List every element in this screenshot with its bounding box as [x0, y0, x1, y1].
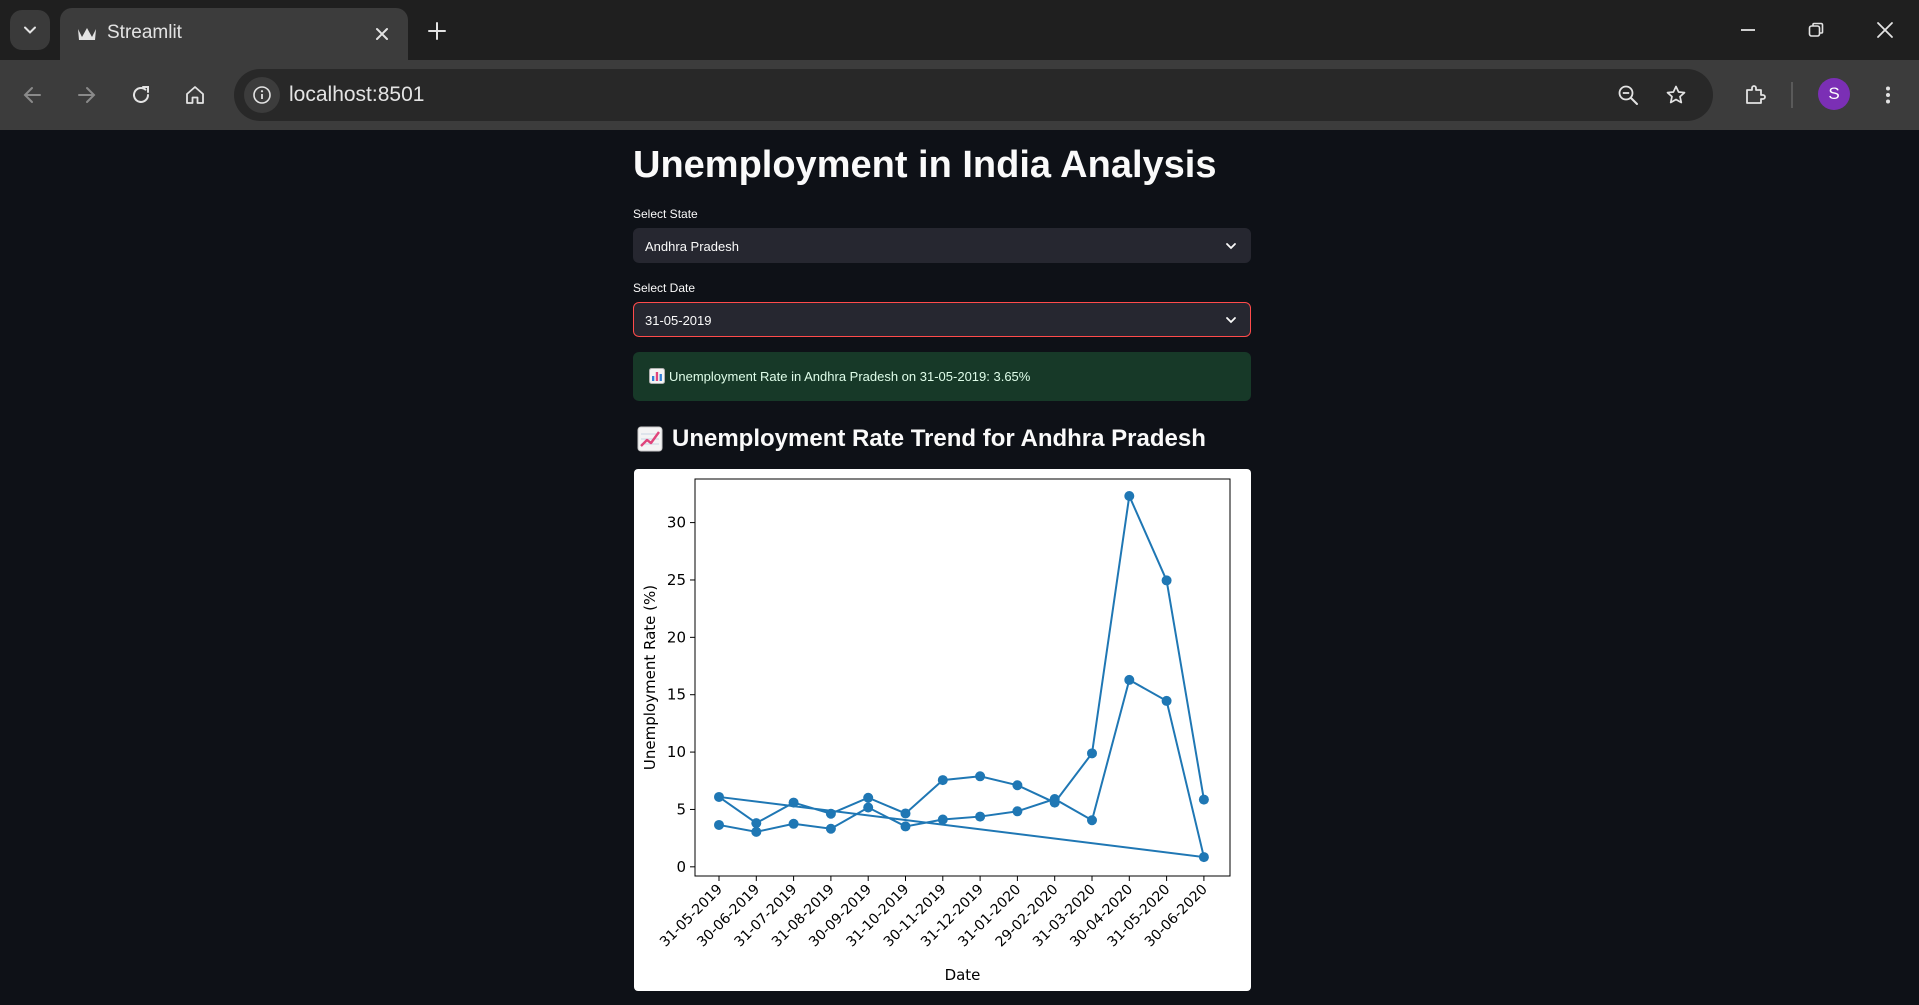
puzzle-icon — [1746, 85, 1766, 104]
restore-icon — [1808, 22, 1824, 37]
zoom-button[interactable] — [1611, 78, 1645, 112]
date-select[interactable]: 31-05-2019 — [633, 302, 1251, 337]
data-point — [1124, 490, 1135, 501]
y-tick-label: 10 — [667, 743, 686, 761]
data-point — [788, 818, 799, 829]
data-point — [1124, 674, 1135, 685]
date-select-label: Select Date — [633, 281, 696, 295]
browser-tab-bar: Streamlit — [0, 0, 1919, 60]
data-point — [1161, 575, 1172, 586]
close-tab-icon[interactable] — [370, 22, 394, 46]
tab-title: Streamlit — [107, 22, 182, 43]
data-point — [751, 826, 762, 837]
series-line — [718, 492, 1206, 859]
data-point — [937, 775, 948, 786]
y-axis-label: Unemployment Rate (%) — [641, 585, 659, 770]
info-icon — [253, 86, 271, 104]
data-point — [825, 823, 836, 834]
reload-icon — [133, 86, 149, 103]
zoom-out-icon — [1618, 85, 1638, 105]
data-point — [751, 818, 762, 829]
browser-toolbar: localhost:8501 S — [0, 60, 1919, 130]
data-point — [1012, 806, 1023, 817]
data-point — [1087, 815, 1097, 826]
arrow-right-icon — [78, 87, 96, 103]
data-point — [788, 797, 799, 808]
data-point — [863, 792, 874, 803]
state-select[interactable]: Andhra Pradesh — [633, 228, 1251, 263]
browser-menu-button[interactable] — [1870, 77, 1906, 113]
chart-increasing-emoji-icon — [637, 426, 663, 452]
success-alert: Unemployment Rate in Andhra Pradesh on 3… — [633, 352, 1251, 401]
reload-button[interactable] — [123, 77, 159, 113]
minimize-window-button[interactable] — [1730, 12, 1766, 48]
plot-frame — [694, 478, 1231, 877]
data-point — [1012, 780, 1023, 791]
minimize-icon — [1741, 29, 1755, 31]
data-point — [863, 802, 874, 813]
chart-container: 0 5 10 15 20 25 30 31-05-2019 30-06-2019 31-07-20… — [634, 469, 1251, 991]
bookmark-button[interactable] — [1659, 78, 1693, 112]
data-point — [1049, 797, 1060, 808]
data-point — [1161, 695, 1172, 706]
url-text[interactable]: localhost:8501 — [289, 83, 425, 106]
data-point — [975, 811, 986, 822]
line-chart: 05101520253031-05-201930-06-201931-07-20… — [641, 478, 1231, 984]
y-tick-label: 30 — [667, 514, 686, 532]
state-select-value: Andhra Pradesh — [645, 239, 739, 254]
more-vertical-icon — [1886, 86, 1890, 104]
close-window-button[interactable] — [1867, 12, 1903, 48]
page-title: Unemployment in India Analysis — [633, 144, 1217, 186]
restore-window-button[interactable] — [1798, 12, 1834, 48]
y-tick-label: 5 — [676, 800, 686, 818]
y-tick-label: 20 — [667, 628, 686, 646]
state-select-label: Select State — [633, 207, 698, 221]
chevron-down-icon — [1222, 311, 1240, 329]
chevron-down-icon — [1222, 237, 1240, 255]
plus-icon — [428, 22, 446, 40]
forward-button[interactable] — [68, 77, 104, 113]
data-point — [937, 814, 948, 825]
site-info-button[interactable] — [244, 77, 280, 113]
toolbar-divider — [1791, 82, 1793, 108]
data-point — [900, 808, 911, 819]
chevron-down-icon — [24, 26, 36, 34]
y-tick-label: 25 — [667, 571, 686, 589]
data-point — [1198, 794, 1209, 805]
y-tick-label: 15 — [667, 686, 686, 704]
bar-chart-emoji-icon — [649, 368, 665, 384]
close-icon — [1877, 22, 1893, 38]
y-tick-label: 0 — [676, 858, 686, 876]
extensions-button[interactable] — [1737, 77, 1773, 113]
data-point — [714, 819, 724, 830]
back-button[interactable] — [15, 77, 51, 113]
home-button[interactable] — [177, 77, 213, 113]
home-icon — [186, 86, 204, 104]
data-point — [1198, 852, 1209, 863]
data-point — [975, 771, 986, 782]
tab-search-button[interactable] — [10, 10, 50, 50]
profile-avatar[interactable]: S — [1818, 78, 1850, 110]
chart-subheader: Unemployment Rate Trend for Andhra Prade… — [672, 425, 1206, 452]
data-point — [714, 791, 724, 802]
success-message: Unemployment Rate in Andhra Pradesh on 3… — [669, 369, 1031, 384]
x-axis-label: Date — [945, 966, 981, 984]
data-point — [900, 821, 911, 832]
address-bar[interactable]: localhost:8501 — [234, 69, 1713, 121]
data-point — [1087, 748, 1097, 759]
streamlit-crown-icon — [76, 23, 98, 45]
data-point — [825, 808, 836, 819]
star-icon — [1666, 85, 1686, 104]
browser-tab-active[interactable]: Streamlit — [60, 8, 408, 60]
new-tab-button[interactable] — [422, 16, 452, 46]
date-select-value: 31-05-2019 — [645, 313, 712, 328]
arrow-left-icon — [23, 87, 41, 103]
